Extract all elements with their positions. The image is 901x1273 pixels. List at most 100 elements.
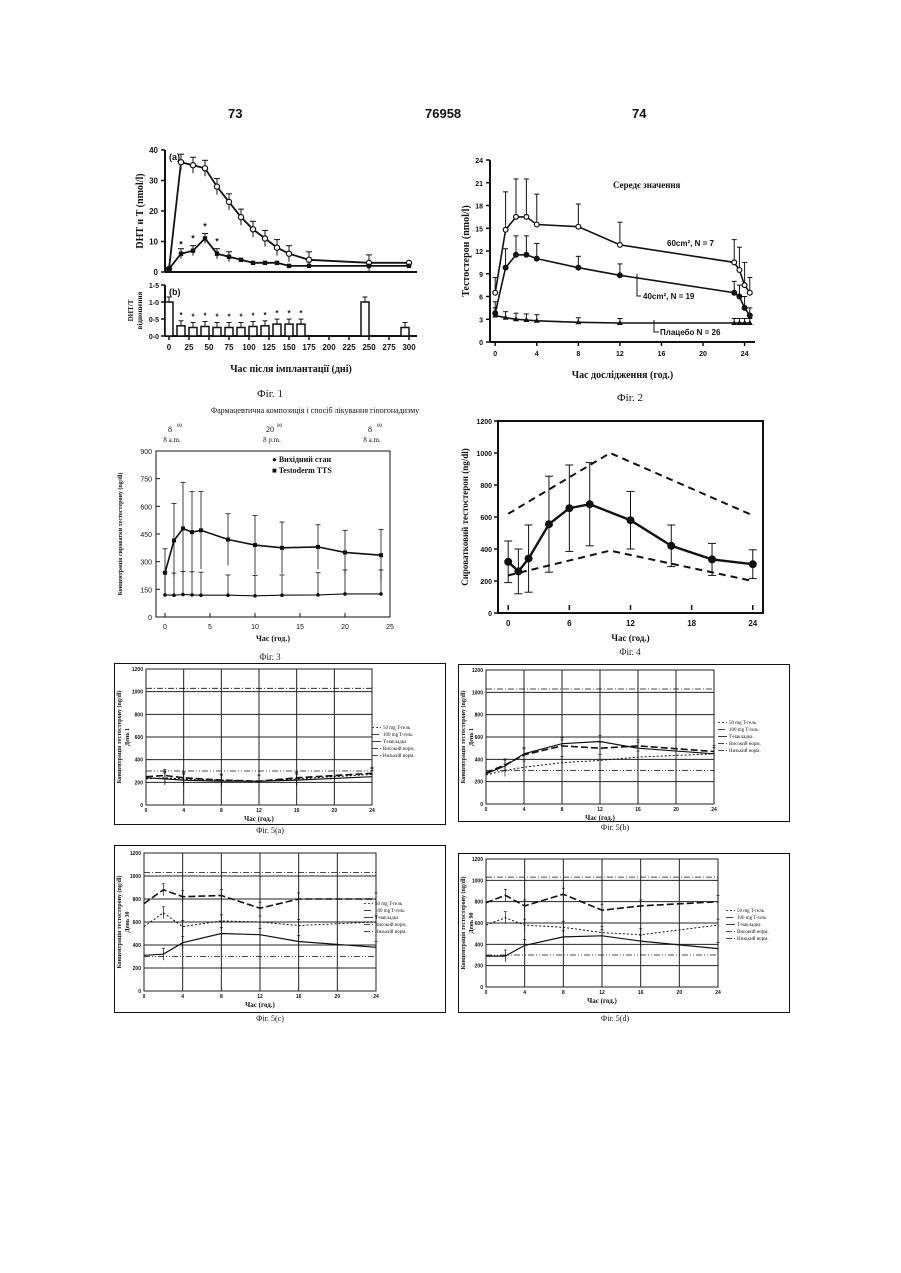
fig5b-day-label: День 1 — [469, 728, 475, 746]
fig2-xtick-label: 20 — [699, 351, 707, 358]
fig5b-ytick-label: 200 — [475, 780, 484, 786]
fig1-dht-point — [367, 264, 371, 268]
fig5c-ylabel: Концентрація тестостерону (ng/dl) — [116, 875, 123, 968]
fig1-dht-point — [179, 252, 183, 256]
fig5b-ytick-label: 0 — [480, 802, 483, 808]
fig3-xlabel: Час (год.) — [256, 634, 290, 643]
fig2-ytick-label: 3 — [479, 317, 483, 324]
fig2-point — [618, 273, 623, 278]
fig3-baseline-point — [379, 592, 383, 596]
fig1-ratio-star: * — [191, 313, 195, 322]
fig1-xtick-label: 275 — [382, 343, 396, 352]
fig5d-legend-label: Низький норм. — [737, 937, 769, 942]
fig5d-legend-label: 50 mg T-гель — [737, 909, 765, 914]
fig5b-xtick-label: 20 — [673, 807, 679, 813]
fig1-ratio-bar — [361, 302, 369, 336]
fig2-ytick-label: 18 — [475, 204, 483, 211]
fig1-ratio-bar — [273, 324, 281, 336]
fig2-series-line — [495, 316, 750, 324]
banner-time-label: 8 — [168, 425, 172, 434]
fig5c-outer-frame — [115, 846, 446, 1013]
fig5c-xtick-label: 20 — [335, 994, 341, 1000]
fig5a-xtick-label: 24 — [369, 808, 375, 814]
fig2-point — [514, 214, 519, 219]
fig5d-xtick-label: 16 — [638, 990, 644, 996]
fig1-ratio-star: * — [263, 311, 267, 320]
fig1-t-point — [202, 166, 207, 171]
fig3-legend-baseline: ● Вихідний стан — [272, 455, 331, 464]
fig5c-xlabel: Час (год.) — [245, 1001, 275, 1009]
fig5b-legend-label: Низький норм. — [729, 749, 761, 754]
fig5d-ytick-label: 800 — [475, 900, 484, 906]
fig1-t-point — [178, 160, 183, 165]
fig1-ratio-star: * — [227, 313, 231, 322]
fig3-testoderm-point — [379, 553, 383, 557]
fig5a-xtick-label: 16 — [294, 808, 300, 814]
fig4-mean-point — [586, 500, 594, 508]
fig1-dht-point — [307, 264, 311, 268]
fig2-ytick-label: 15 — [475, 226, 483, 233]
fig3-testoderm-point — [253, 543, 257, 547]
fig1-ratio-bar — [261, 326, 269, 336]
fig3-testoderm-point — [199, 528, 203, 532]
fig1-ylabel-b-2: відношення — [136, 291, 144, 329]
fig4-ytick-label: 200 — [480, 579, 492, 586]
banner-time-labels: 8008 a.m.20008 p.m.8008 a.m. — [150, 422, 390, 446]
figure-1-caption: Фіг. 1 — [240, 388, 300, 400]
figure-5a-caption: Фіг. 5(а) — [240, 826, 300, 835]
fig1-dht-point — [167, 267, 171, 271]
fig1-dht-point — [203, 236, 207, 240]
fig5b-ytick-label: 600 — [475, 735, 484, 741]
fig2-xlabel: Час дослідження (год.) — [572, 370, 673, 381]
fig3-baseline-point — [280, 593, 284, 597]
fig1-xtick-label: 300 — [402, 343, 416, 352]
fig3-testoderm-point — [280, 546, 284, 550]
fig2-label-40cm: 40cm², N = 19 — [643, 292, 695, 301]
fig2-point — [576, 224, 581, 229]
fig3-testoderm-point — [316, 545, 320, 549]
fig2-series-line — [495, 217, 750, 293]
fig4-ytick-label: 1200 — [476, 419, 492, 426]
fig3-ytick-label: 900 — [140, 449, 152, 456]
fig5d-xtick-label: 12 — [599, 990, 605, 996]
figure-5d-caption: Фіг. 5(d) — [585, 1014, 645, 1023]
fig5a-ytick-label: 0 — [140, 803, 143, 809]
figure-5b-caption: Фіг. 5(b) — [585, 823, 645, 832]
fig1-ratio-star: * — [287, 309, 291, 318]
fig5c-day-label: День 30 — [125, 912, 131, 933]
fig5d-legend-label: T-накладка — [737, 923, 761, 928]
figure-3: 01503004506007509000510152025Концентраці… — [112, 445, 412, 650]
fig3-testoderm-point — [181, 526, 185, 530]
fig5c-legend-label: Низький норм. — [375, 930, 407, 935]
fig1-xtick-label: 150 — [282, 343, 296, 352]
fig2-point — [747, 313, 752, 318]
fig3-xtick-label: 15 — [296, 624, 304, 631]
fig1-xtick-label: 75 — [225, 343, 234, 352]
fig1-panel-b-label: (b) — [169, 287, 181, 297]
fig5a-ylabel: Концентрація тестостерону (ng/dl) — [116, 690, 123, 783]
fig4-mean-point — [667, 542, 675, 550]
fig4-ytick-label: 0 — [488, 611, 492, 618]
banner-time-sup: 00 — [177, 424, 183, 429]
figure-5c: 02004006008001000120004812162024Концентр… — [114, 845, 446, 1013]
fig1-ratio-bar — [201, 326, 209, 336]
fig1-ratio-bar — [189, 328, 197, 337]
fig5a-xtick-label: 12 — [256, 808, 262, 814]
fig4-mean-point — [514, 567, 522, 575]
page-number-right: 74 — [632, 106, 646, 121]
fig4-xlabel: Час (год.) — [611, 633, 649, 643]
fig5b-xtick-label: 16 — [635, 807, 641, 813]
fig2-point — [576, 265, 581, 270]
fig3-ytick-label: 450 — [140, 532, 152, 539]
fig5c-ytick-label: 0 — [138, 989, 141, 995]
fig1-dht-point — [275, 261, 279, 265]
fig5a-xlabel: Час (год.) — [244, 815, 274, 823]
figure-1: 0102030400-00-51-01-50255075100125150175… — [125, 140, 425, 380]
figure-4-plot: 02004006008001000120006121824Сироваткови… — [455, 415, 775, 655]
fig1-b-ytick-label: 1-0 — [149, 300, 159, 307]
fig4-mean-point — [545, 520, 553, 528]
fig2-point — [524, 214, 529, 219]
fig2-point — [503, 227, 508, 232]
fig5c-legend-label: T-накладка — [375, 916, 399, 921]
banner-time-sub: 8 a.m. — [363, 436, 381, 444]
